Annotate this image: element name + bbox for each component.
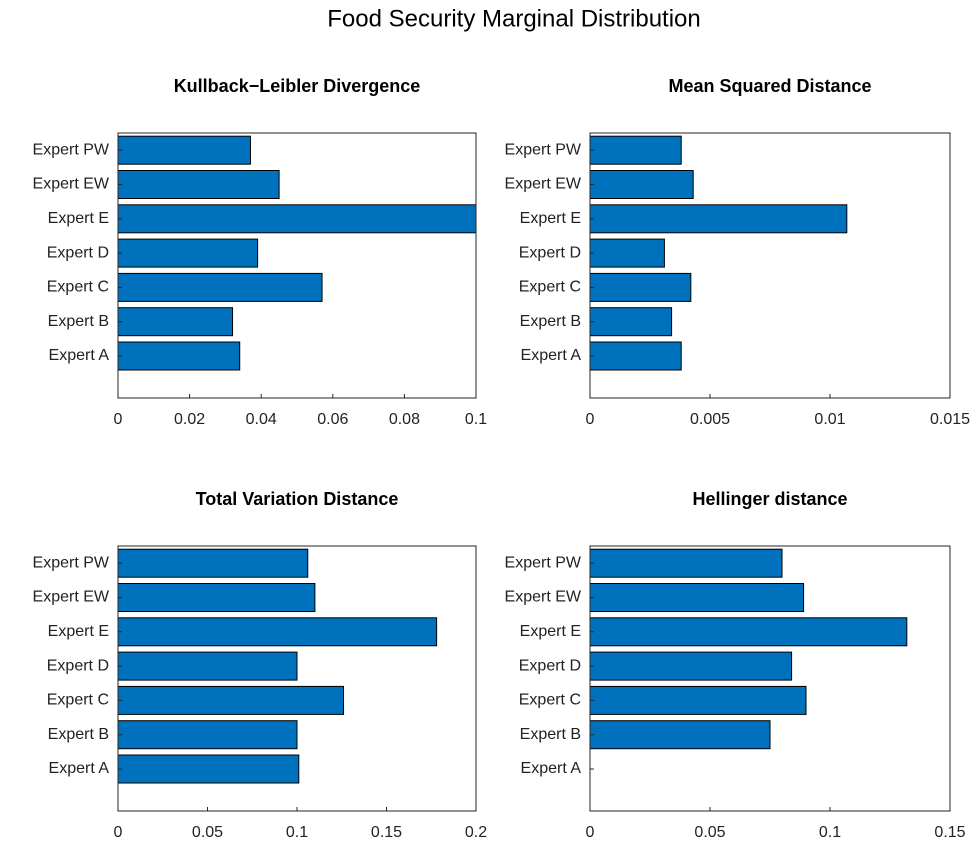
bar (118, 720, 298, 750)
bar (590, 238, 665, 268)
y-tick-label: Expert B (48, 313, 109, 330)
bar (118, 204, 476, 234)
subplot-title: Mean Squared Distance (668, 76, 871, 96)
y-tick-label: Expert C (519, 279, 581, 296)
bar (590, 307, 673, 337)
figure-title: Food Security Marginal Distribution (327, 5, 701, 32)
x-tick-label: 0.2 (465, 824, 487, 841)
x-tick-label: 0.04 (246, 411, 277, 428)
x-tick-label: 0.1 (286, 824, 308, 841)
x-tick-label: 0.15 (371, 824, 402, 841)
bar (590, 651, 793, 681)
y-tick-label: Expert B (520, 313, 581, 330)
bar (118, 307, 234, 337)
bar (590, 204, 848, 234)
y-tick-label: Expert EW (33, 176, 110, 193)
y-tick-label: Expert E (48, 210, 109, 227)
bar (118, 583, 316, 612)
y-tick-label: Expert E (520, 210, 581, 227)
bar (590, 135, 682, 165)
bar (118, 754, 300, 784)
y-tick-label: Expert PW (33, 554, 110, 571)
y-tick-label: Expert D (519, 657, 581, 674)
y-tick-label: Expert EW (505, 176, 582, 193)
bar (590, 583, 805, 612)
bar (118, 617, 438, 647)
subplot-title: Total Variation Distance (196, 489, 399, 509)
x-tick-label: 0.015 (930, 411, 970, 428)
y-tick-label: Expert EW (33, 589, 110, 606)
bar (118, 651, 298, 681)
bars (118, 548, 438, 784)
bar (118, 685, 345, 715)
bar (590, 170, 694, 199)
y-tick-label: Expert A (49, 347, 110, 364)
x-tick-label: 0.1 (465, 411, 487, 428)
y-tick-label: Expert D (47, 657, 109, 674)
x-tick-label: 0.06 (317, 411, 348, 428)
x-tick-label: 0 (114, 824, 123, 841)
subplot-title: Hellinger distance (692, 489, 847, 509)
y-tick-label: Expert E (48, 623, 109, 640)
bar (118, 341, 241, 371)
bar (118, 548, 309, 578)
subplot-title: Kullback−Leibler Divergence (174, 76, 421, 96)
x-tick-label: 0 (114, 411, 123, 428)
x-tick-label: 0.08 (389, 411, 420, 428)
x-tick-label: 0.01 (814, 411, 845, 428)
x-tick-label: 0.05 (694, 824, 725, 841)
bar (590, 685, 807, 715)
y-tick-label: Expert PW (33, 141, 110, 158)
bars (590, 548, 908, 750)
y-tick-label: Expert PW (505, 141, 582, 158)
bars (590, 135, 848, 371)
axes-box (117, 132, 477, 399)
axes-box (589, 545, 951, 812)
bar (118, 238, 259, 268)
y-tick-label: Expert A (49, 760, 110, 777)
x-tick-label: 0.02 (174, 411, 205, 428)
bar (590, 617, 908, 647)
y-tick-label: Expert A (521, 760, 582, 777)
y-tick-label: Expert B (520, 726, 581, 743)
bar (590, 720, 771, 750)
x-tick-label: 0 (586, 824, 595, 841)
y-tick-label: Expert A (521, 347, 582, 364)
y-tick-label: Expert D (519, 244, 581, 261)
x-tick-label: 0.05 (192, 824, 223, 841)
axes-box (589, 132, 951, 399)
x-tick-label: 0.005 (690, 411, 730, 428)
y-tick-label: Expert C (519, 692, 581, 709)
y-tick-label: Expert C (47, 692, 109, 709)
y-tick-label: Expert EW (505, 589, 582, 606)
y-tick-label: Expert PW (505, 554, 582, 571)
bar (118, 135, 251, 165)
y-tick-label: Expert D (47, 244, 109, 261)
x-tick-label: 0 (586, 411, 595, 428)
y-tick-label: Expert B (48, 726, 109, 743)
x-tick-label: 0.1 (819, 824, 841, 841)
y-tick-label: Expert E (520, 623, 581, 640)
bar (590, 341, 682, 371)
bar (590, 548, 783, 578)
bar (118, 272, 323, 302)
axes-box (117, 545, 477, 812)
bars (118, 135, 476, 371)
y-tick-label: Expert C (47, 279, 109, 296)
x-tick-label: 0.15 (934, 824, 965, 841)
bar (118, 170, 280, 199)
bar (590, 272, 692, 302)
